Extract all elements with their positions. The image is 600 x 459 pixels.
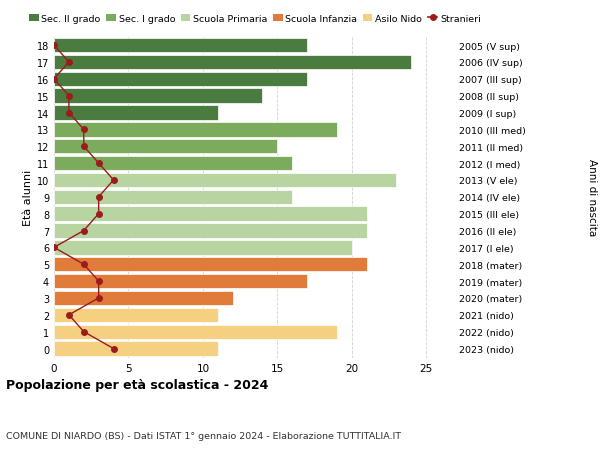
- Bar: [54, 190, 292, 205]
- Bar: [54, 106, 218, 120]
- Text: Anni di nascita: Anni di nascita: [587, 159, 597, 236]
- Bar: [54, 308, 218, 322]
- Bar: [54, 174, 397, 188]
- Bar: [54, 123, 337, 137]
- Bar: [54, 56, 412, 70]
- Bar: [54, 39, 307, 53]
- Bar: [54, 325, 337, 339]
- Text: COMUNE DI NIARDO (BS) - Dati ISTAT 1° gennaio 2024 - Elaborazione TUTTITALIA.IT: COMUNE DI NIARDO (BS) - Dati ISTAT 1° ge…: [6, 431, 401, 441]
- Bar: [54, 90, 262, 104]
- Legend: Sec. II grado, Sec. I grado, Scuola Primaria, Scuola Infanzia, Asilo Nido, Stran: Sec. II grado, Sec. I grado, Scuola Prim…: [27, 13, 483, 26]
- Bar: [54, 157, 292, 171]
- Bar: [54, 274, 307, 289]
- Bar: [54, 341, 218, 356]
- Text: Popolazione per età scolastica - 2024: Popolazione per età scolastica - 2024: [6, 379, 268, 392]
- Bar: [54, 224, 367, 238]
- Bar: [54, 140, 277, 154]
- Bar: [54, 241, 352, 255]
- Bar: [54, 257, 367, 272]
- Bar: [54, 291, 233, 305]
- Bar: [54, 207, 367, 221]
- Y-axis label: Età alunni: Età alunni: [23, 169, 32, 225]
- Bar: [54, 73, 307, 87]
